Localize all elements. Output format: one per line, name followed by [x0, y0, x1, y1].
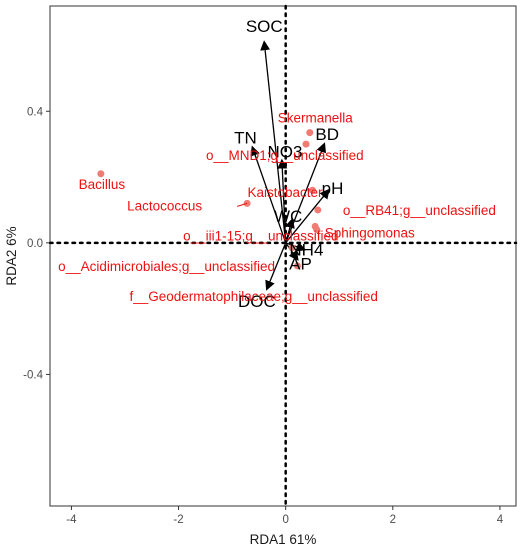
vector-label-nh4: NH4 [289, 240, 323, 259]
y-axis: -0.4 0.0 0.4 [23, 106, 50, 381]
x-tick-label: -4 [66, 514, 77, 526]
species-label: o__iii1-15;g__unclassified [183, 228, 338, 243]
vector-wc [285, 217, 295, 244]
species-point [306, 129, 314, 137]
reference-lines [48, 4, 518, 508]
vector-soc [260, 40, 287, 243]
vector-no3 [277, 158, 288, 243]
species-point [314, 206, 322, 214]
vector-ph [285, 188, 330, 244]
vector-label-doc: DOC [238, 292, 276, 311]
vector-label-no3: NO3 [267, 143, 302, 162]
y-axis-title: RDA2 6% [4, 226, 19, 285]
species-label: o__RB41;g__unclassified [343, 203, 496, 218]
species-point [302, 140, 310, 148]
x-tick-label: 4 [497, 514, 504, 526]
species-label: Kaistobacter [247, 185, 323, 200]
vector-label-wc: WC [274, 207, 302, 226]
species-point [97, 170, 105, 178]
vector-label-ph: pH [322, 179, 344, 198]
species-points [97, 129, 322, 270]
species-label: f__Geodermatophilaceae;g__unclassified [129, 289, 377, 304]
label-leader [236, 202, 248, 207]
x-tick-label: 2 [390, 514, 396, 526]
vector-tn [250, 145, 287, 244]
y-tick-label: 0.0 [27, 238, 43, 250]
y-tick-label: -0.4 [23, 369, 43, 381]
species-label: o__Acidimicrobiales;g__unclassified [58, 259, 275, 274]
vector-label-tn: TN [234, 128, 257, 147]
species-label: Sphingomonas [325, 226, 415, 241]
species-point [293, 262, 301, 270]
species-label: o__MND1;g__unclassified [206, 148, 364, 163]
species-label: Bacillus [79, 177, 126, 192]
species-point [313, 226, 321, 234]
y-tick-label: 0.4 [27, 106, 44, 118]
species-point [308, 186, 316, 194]
vector-label-bd: BD [315, 125, 339, 144]
species-point [288, 244, 296, 252]
species-label: Lactococcus [127, 198, 202, 213]
species-label: Skermanella [278, 111, 354, 126]
plot-panel [49, 5, 517, 507]
x-axis-title: RDA1 61% [250, 532, 317, 547]
vector-label-soc: SOC [246, 17, 283, 36]
species-labels: Skermanella o__MND1;g__unclassified Kaisto… [58, 111, 496, 304]
x-tick-label: 0 [282, 514, 288, 526]
vector-doc [265, 242, 287, 291]
vector-label-ap: AP [289, 254, 312, 273]
x-axis: -4 -2 0 2 4 [66, 506, 504, 526]
environmental-vectors [250, 40, 330, 291]
x-tick-label: -2 [173, 514, 183, 526]
